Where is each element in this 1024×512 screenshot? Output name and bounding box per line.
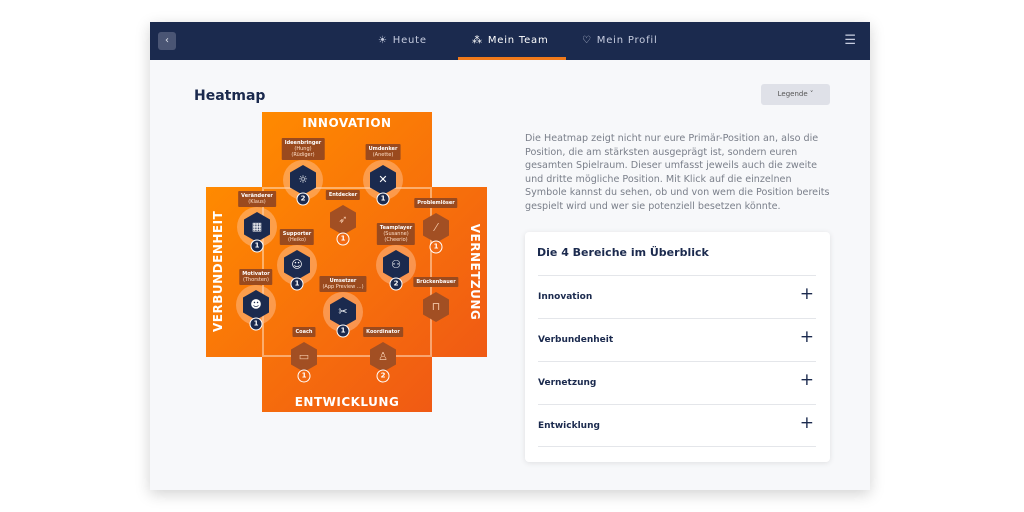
position-person: (Anette) bbox=[372, 152, 394, 158]
legend-dropdown-button[interactable]: Legende ˅ bbox=[761, 84, 830, 105]
position-person: (Klaus) bbox=[248, 199, 266, 205]
position-entdecker[interactable]: ➶ bbox=[330, 205, 356, 235]
position-name: Brückenbauer bbox=[416, 279, 456, 285]
chevron-left-icon: ‹ bbox=[165, 35, 169, 46]
position-label: Motivator (Thorsten) bbox=[239, 269, 273, 285]
position-brückenbauer[interactable]: ⊓ bbox=[423, 292, 449, 322]
area-label-verbundenheit: VERBUNDENHEIT bbox=[211, 210, 225, 332]
page-title: Heatmap bbox=[194, 88, 266, 104]
position-label: Veränderer (Klaus) bbox=[238, 191, 276, 207]
plus-icon: + bbox=[799, 284, 814, 304]
hamburger-menu-icon[interactable]: ☰ bbox=[844, 33, 856, 48]
position-label: Coach bbox=[292, 327, 316, 337]
team-icon: ⁂ bbox=[472, 35, 483, 46]
position-person: (App Preview ...) bbox=[322, 284, 364, 290]
position-umsetzer[interactable]: ✂ bbox=[330, 297, 356, 327]
position-ideenbringer[interactable]: ☼ bbox=[290, 165, 316, 195]
position-supporter[interactable]: ☺ bbox=[284, 250, 310, 280]
top-navigation: ‹ ☀ Heute ⁂ Mein Team ♡ Mein Profil ☰ bbox=[150, 22, 870, 60]
rocket-icon: ➶ bbox=[338, 213, 348, 226]
position-person: (Cheerio) bbox=[384, 237, 408, 243]
person-icon: ♙ bbox=[378, 350, 388, 363]
area-label-vernetzung: VERNETZUNG bbox=[468, 223, 482, 321]
group-icon: ⚇ bbox=[391, 258, 401, 271]
bridge-icon: ⊓ bbox=[431, 300, 441, 313]
active-tab-indicator bbox=[458, 57, 566, 60]
position-coach[interactable]: ▭ bbox=[291, 342, 317, 372]
plus-icon: + bbox=[799, 370, 814, 390]
position-name: Entdecker bbox=[328, 192, 358, 198]
position-name: Umdenker bbox=[368, 146, 398, 152]
overview-title: Die 4 Bereiche im Überblick bbox=[537, 246, 709, 259]
position-label: Entdecker bbox=[325, 190, 361, 200]
strategy-icon: ✕ bbox=[378, 173, 388, 186]
position-person: (Thorsten) bbox=[242, 277, 270, 283]
position-label: Ideenbringer (Hung) (Rüdiger) bbox=[281, 138, 325, 160]
position-person: (Hung) bbox=[294, 146, 312, 152]
position-name: Motivator bbox=[242, 271, 270, 277]
app-window: ‹ ☀ Heute ⁂ Mein Team ♡ Mein Profil ☰ Heatm… bbox=[150, 22, 870, 490]
position-person: (Heiko) bbox=[288, 237, 306, 243]
position-teamplayer[interactable]: ⚇ bbox=[383, 250, 409, 280]
position-label: Teamplayer (Susanne) (Cheerio) bbox=[376, 223, 416, 245]
position-umdenker[interactable]: ✕ bbox=[370, 165, 396, 195]
count-badge: 1 bbox=[297, 369, 311, 383]
count-badge: 1 bbox=[429, 240, 443, 254]
count-badge: 2 bbox=[376, 369, 390, 383]
tab-heute[interactable]: ☀ Heute bbox=[378, 35, 427, 46]
position-name: Coach bbox=[295, 329, 313, 335]
location-pin-icon: ♡ bbox=[582, 35, 592, 46]
position-person: (Rüdiger) bbox=[291, 152, 315, 158]
magic-wand-icon: ⁄ bbox=[435, 221, 437, 234]
areas-overview-card: Die 4 Bereiche im Überblick Innovation + … bbox=[525, 232, 830, 462]
lightbulb-icon: ☼ bbox=[298, 173, 308, 186]
accordion-vernetzung[interactable]: Vernetzung + bbox=[538, 361, 816, 404]
position-name: Koordinator bbox=[366, 329, 400, 335]
area-label-innovation: INNOVATION bbox=[302, 116, 392, 130]
position-name: Supporter bbox=[282, 231, 312, 237]
shapes-icon: ▦ bbox=[251, 220, 263, 233]
count-badge: 2 bbox=[389, 277, 403, 291]
position-label: Umsetzer (App Preview ...) bbox=[319, 276, 367, 292]
plus-icon: + bbox=[799, 327, 814, 347]
cheering-person-icon: ☻ bbox=[250, 298, 262, 311]
position-koordinator[interactable]: ♙ bbox=[370, 342, 396, 372]
lifting-person-icon: ☺ bbox=[291, 258, 303, 271]
position-name: Umsetzer bbox=[329, 278, 357, 284]
position-label: Koordinator bbox=[363, 327, 403, 337]
heatmap-description: Die Heatmap zeigt nicht nur eure Primär-… bbox=[525, 133, 830, 212]
tab-mein-team[interactable]: ⁂ Mein Team bbox=[472, 35, 549, 46]
count-badge: 1 bbox=[336, 232, 350, 246]
area-label-entwicklung: ENTWICKLUNG bbox=[294, 395, 400, 409]
position-name: Teamplayer bbox=[379, 225, 413, 231]
count-badge: 1 bbox=[250, 239, 264, 253]
count-badge: 2 bbox=[296, 192, 310, 206]
back-button[interactable]: ‹ bbox=[158, 32, 176, 50]
accordion-entwicklung[interactable]: Entwicklung + bbox=[538, 404, 816, 447]
count-badge: 1 bbox=[290, 277, 304, 291]
position-label: Brückenbauer bbox=[413, 277, 459, 287]
position-name: Problemlöser bbox=[417, 200, 455, 206]
position-problemlöser[interactable]: ⁄ bbox=[423, 213, 449, 243]
accordion-verbundenheit[interactable]: Verbundenheit + bbox=[538, 318, 816, 361]
whiteboard-icon: ▭ bbox=[298, 350, 310, 363]
position-person: (Susanne) bbox=[383, 231, 409, 237]
count-badge: 1 bbox=[376, 192, 390, 206]
position-name: Veränderer bbox=[241, 193, 273, 199]
plus-icon: + bbox=[799, 413, 814, 433]
position-label: Umdenker (Anette) bbox=[365, 144, 401, 160]
accordion-innovation[interactable]: Innovation + bbox=[538, 275, 816, 318]
position-name: Ideenbringer bbox=[284, 140, 322, 146]
count-badge: 1 bbox=[249, 317, 263, 331]
count-badge: 1 bbox=[336, 324, 350, 338]
position-label: Problemlöser bbox=[414, 198, 458, 208]
position-label: Supporter (Heiko) bbox=[279, 229, 315, 245]
sun-icon: ☀ bbox=[378, 35, 388, 46]
tools-icon: ✂ bbox=[338, 305, 348, 318]
tab-mein-profil[interactable]: ♡ Mein Profil bbox=[582, 35, 658, 46]
